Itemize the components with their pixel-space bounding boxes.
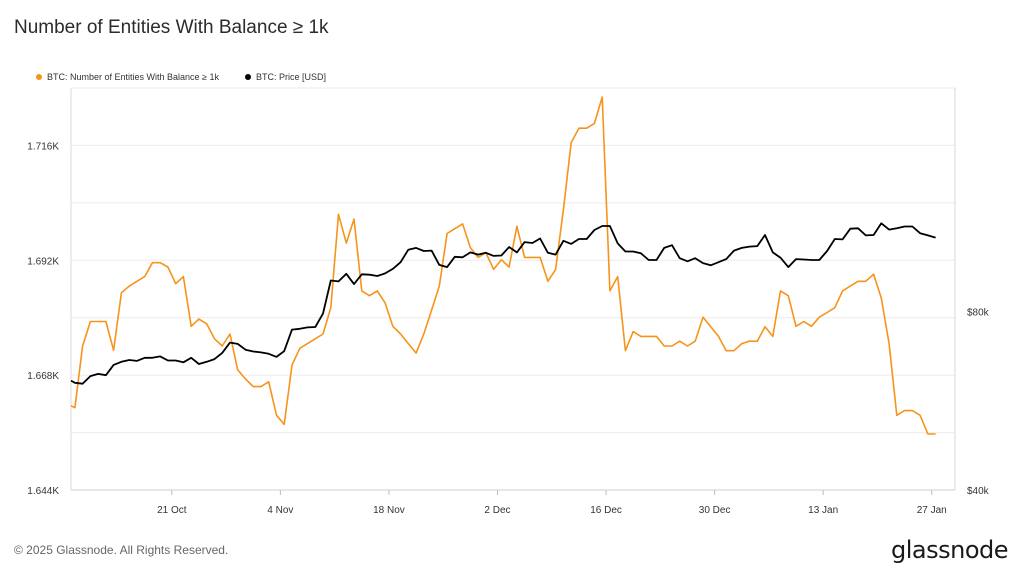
glassnode-logo: glassnode	[890, 536, 1009, 564]
legend: BTC: Number of Entities With Balance ≥ 1…	[36, 72, 326, 82]
x-tick-label: 2 Dec	[484, 505, 510, 516]
legend-dot-price	[245, 74, 252, 80]
x-tick-label: 18 Nov	[373, 505, 405, 516]
series-line-price	[70, 222, 936, 385]
legend-item-entities[interactable]: BTC: Number of Entities With Balance ≥ 1…	[36, 72, 219, 82]
x-tick-label: 30 Dec	[699, 505, 731, 516]
legend-item-price[interactable]: BTC: Price [USD]	[245, 72, 326, 82]
chart-title: Number of Entities With Balance ≥ 1k	[14, 17, 329, 38]
copyright-text: © 2025 Glassnode. All Rights Reserved.	[14, 543, 229, 557]
y-left-tick-label: 1.668K	[27, 371, 59, 382]
y-left-tick-label: 1.716K	[27, 141, 59, 152]
y-right-tick-label: $40k	[967, 486, 990, 497]
x-tick-label: 21 Oct	[157, 505, 187, 516]
y-left-tick-label: 1.692K	[27, 256, 59, 267]
legend-label-price: BTC: Price [USD]	[256, 72, 327, 82]
x-tick-label: 4 Nov	[267, 505, 293, 516]
x-tick-label: 16 Dec	[590, 505, 622, 516]
x-tick-label: 13 Jan	[808, 505, 838, 516]
legend-dot-entities	[36, 74, 42, 80]
x-tick-label: 27 Jan	[917, 505, 947, 516]
series-line-entities	[70, 96, 936, 435]
legend-label-entities: BTC: Number of Entities With Balance ≥ 1…	[47, 72, 220, 82]
y-left-tick-label: 1.644K	[27, 486, 59, 497]
y-right-tick-label: $80k	[967, 307, 990, 318]
